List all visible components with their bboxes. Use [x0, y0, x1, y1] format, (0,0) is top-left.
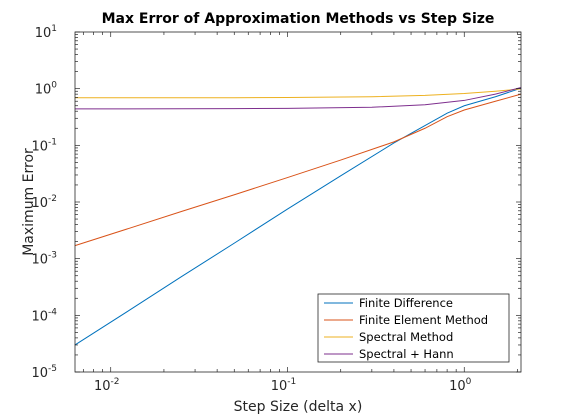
x-tick-label: 10-1 [271, 377, 297, 394]
legend: Finite Difference Finite Element Method Sp… [317, 293, 510, 363]
y-tick-label: 100 [35, 81, 58, 98]
legend-items: Finite Difference Finite Element Method Sp… [324, 296, 488, 361]
series-line-2 [74, 93, 522, 247]
y-tick-label: 10-5 [31, 364, 57, 381]
x-axis-label: Step Size (delta x) [234, 399, 363, 415]
series-line-1 [74, 87, 522, 346]
y-tick-label: 10-2 [31, 194, 57, 211]
y-tick-label: 10-4 [31, 307, 57, 324]
y-axis-label: Maximum Error [21, 148, 37, 256]
series-group [74, 86, 522, 346]
series-line-4 [75, 86, 522, 110]
y-tick-label: 10-1 [31, 137, 57, 154]
legend-label-3: Spectral Method [359, 330, 453, 344]
x-tick-label: 100 [449, 377, 472, 394]
y-tick-label: 101 [35, 24, 57, 41]
axes-box [74, 31, 522, 373]
chart-title: Max Error of Approximation Methods vs St… [102, 11, 495, 27]
legend-label-4: Spectral + Hann [359, 347, 454, 361]
legend-label-1: Finite Difference [359, 296, 453, 310]
y-tick-label: 10-3 [31, 251, 57, 268]
x-tick-label: 10-2 [94, 377, 120, 394]
legend-box [317, 293, 510, 363]
series-line-3 [75, 88, 522, 99]
legend-label-2: Finite Element Method [359, 313, 488, 327]
ticks-group: 10-2 10-1 100 10-5 10-4 10-3 10-2 10-1 100 101 [31, 24, 521, 394]
